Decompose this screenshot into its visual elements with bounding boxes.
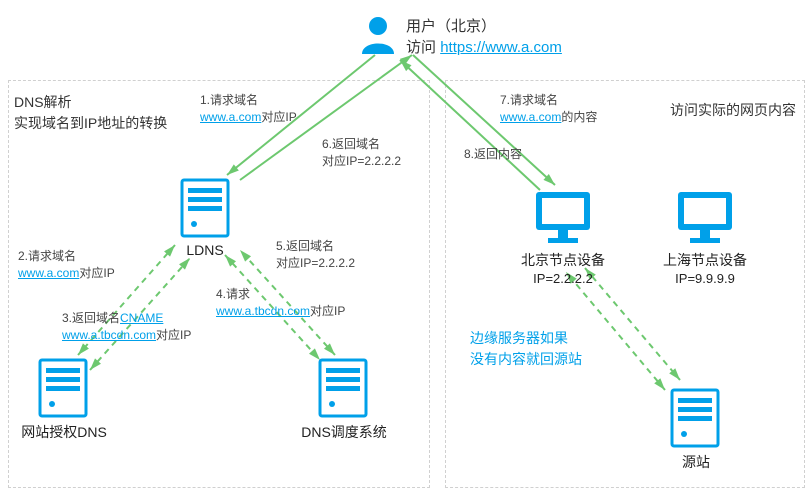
step-6-line1: 6.返回域名: [322, 137, 380, 151]
edge-note-line2: 没有内容就回源站: [470, 351, 582, 367]
step-1-link: www.a.com: [200, 110, 261, 124]
shanghai-node-ip: IP=9.9.9.9: [675, 271, 735, 286]
shanghai-node-label: 上海节点设备 IP=9.9.9.9: [645, 250, 765, 286]
origin-server-icon: [670, 388, 720, 448]
step-5-line1: 5.返回域名: [276, 239, 334, 253]
step-2-link: www.a.com: [18, 266, 79, 280]
dns-section-title: DNS解析 实现域名到IP地址的转换: [14, 92, 167, 134]
beijing-node-name: 北京节点设备: [521, 252, 605, 268]
step-8-label: 8.返回内容: [464, 146, 522, 163]
step-2-suffix: 对应IP: [79, 266, 114, 280]
edge-note: 边缘服务器如果 没有内容就回源站: [470, 328, 582, 370]
step-7-label: 7.请求域名 www.a.com的内容: [500, 92, 597, 126]
auth-dns-label: 网站授权DNS: [4, 422, 124, 442]
beijing-node-ip: IP=2.2.2.2: [533, 271, 593, 286]
content-section-title: 访问实际的网页内容: [670, 100, 796, 121]
step-2-prefix: 2.请求域名: [18, 249, 76, 263]
step-7-link: www.a.com: [500, 110, 561, 124]
user-title: 用户（北京） 访问 https://www.a.com: [406, 16, 562, 58]
user-url: https://www.a.com: [440, 39, 562, 56]
step-7-suffix: 的内容: [561, 110, 597, 124]
step-3-suffix: 对应IP: [156, 328, 191, 342]
dns-sched-label: DNS调度系统: [284, 422, 404, 442]
step-1-prefix: 1.请求域名: [200, 93, 258, 107]
ldns-server-icon: [180, 178, 230, 238]
user-action-prefix: 访问: [406, 39, 436, 56]
edge-note-line1: 边缘服务器如果: [470, 330, 568, 346]
ldns-label: LDNS: [145, 242, 265, 258]
step-6-label: 6.返回域名 对应IP=2.2.2.2: [322, 136, 401, 170]
dns-title-line1: DNS解析: [14, 94, 72, 110]
step-3-link-a: CNAME: [120, 311, 163, 325]
origin-label: 源站: [636, 452, 756, 472]
shanghai-node-icon: [676, 188, 734, 246]
step-3-label: 3.返回域名CNAME www.a.tbcdn.com对应IP: [62, 310, 191, 344]
step-3-prefix: 3.返回域名: [62, 311, 120, 325]
step-4-suffix: 对应IP: [310, 304, 345, 318]
step-4-prefix: 4.请求: [216, 287, 250, 301]
step-1-suffix: 对应IP: [261, 110, 296, 124]
step-4-label: 4.请求 www.a.tbcdn.com对应IP: [216, 286, 345, 320]
step-6-line2: 对应IP=2.2.2.2: [322, 154, 401, 168]
user-icon: [358, 14, 398, 54]
beijing-node-label: 北京节点设备 IP=2.2.2.2: [503, 250, 623, 286]
step-4-link: www.a.tbcdn.com: [216, 304, 310, 318]
shanghai-node-name: 上海节点设备: [663, 252, 747, 268]
dns-sched-server-icon: [318, 358, 368, 418]
step-1-label: 1.请求域名 www.a.com对应IP: [200, 92, 297, 126]
step-5-line2: 对应IP=2.2.2.2: [276, 256, 355, 270]
auth-dns-server-icon: [38, 358, 88, 418]
step-7-prefix: 7.请求域名: [500, 93, 558, 107]
step-3-link-b: www.a.tbcdn.com: [62, 328, 156, 342]
beijing-node-icon: [534, 188, 592, 246]
dns-title-line2: 实现域名到IP地址的转换: [14, 115, 167, 131]
step-5-label: 5.返回域名 对应IP=2.2.2.2: [276, 238, 355, 272]
step-2-label: 2.请求域名 www.a.com对应IP: [18, 248, 115, 282]
user-title-text: 用户（北京）: [406, 18, 496, 35]
